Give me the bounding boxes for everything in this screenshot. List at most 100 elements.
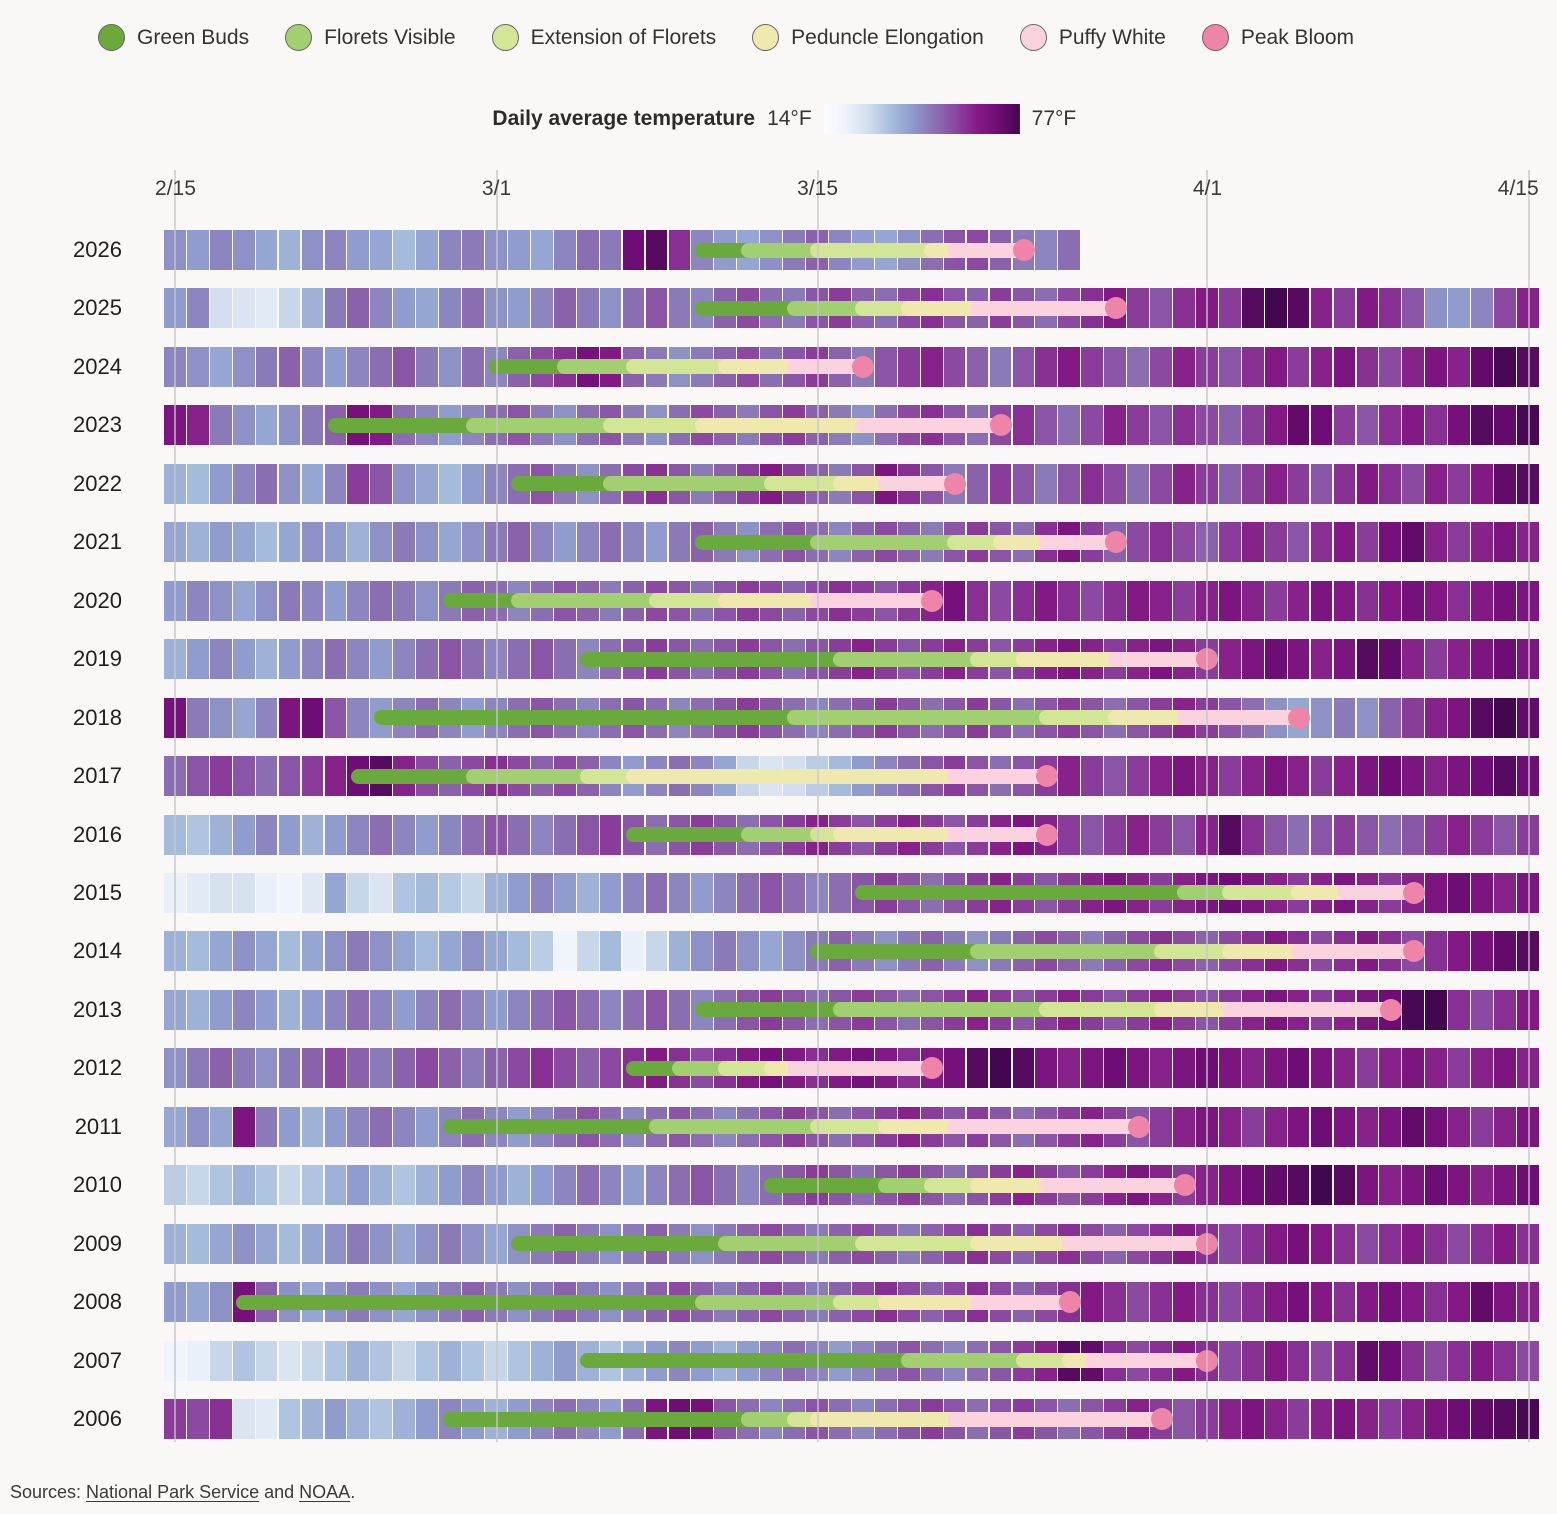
temp-cell — [301, 931, 324, 972]
temp-cell — [209, 756, 232, 797]
temp-cell — [1287, 639, 1310, 680]
temp-cell — [1173, 814, 1195, 855]
temp-cell — [530, 522, 553, 563]
bloom-phase-legend: Green Buds Florets Visible Extension of Fl… — [98, 24, 1537, 51]
temp-cell — [370, 1223, 393, 1264]
temp-cell — [783, 931, 805, 972]
temp-cell — [186, 230, 209, 270]
peduncle_elongation-dot-icon — [752, 24, 780, 51]
temp-cell — [278, 989, 301, 1030]
phase-segment-puffy_white — [786, 1060, 941, 1076]
temp-cell — [1494, 1106, 1516, 1147]
temp-cell — [1402, 1106, 1425, 1147]
temp-cell — [1241, 1340, 1264, 1381]
temp-cell — [301, 989, 324, 1030]
temp-cell — [1448, 931, 1470, 972]
temp-cell — [255, 522, 278, 563]
temp-cell — [209, 1165, 232, 1206]
temp-cell — [347, 346, 370, 387]
temp-cell — [1448, 872, 1470, 913]
temp-cell — [599, 872, 622, 913]
phase-segment-extension_of_florets — [809, 1119, 895, 1135]
temp-cell — [186, 346, 209, 387]
temp-cell — [1264, 1048, 1287, 1089]
temp-cell — [324, 1106, 347, 1147]
temp-cell — [1035, 463, 1058, 504]
temp-cell — [1471, 405, 1493, 446]
phase-segment-green_buds — [580, 1353, 918, 1369]
temp-cell — [1310, 639, 1333, 680]
temp-cell — [186, 1399, 209, 1439]
temp-cell — [232, 405, 255, 446]
temperature-strip-2011 — [164, 1106, 1540, 1147]
temp-cell — [1402, 522, 1425, 563]
temp-cell — [1104, 405, 1126, 446]
temp-cell — [255, 1223, 278, 1264]
temp-cell — [1310, 522, 1333, 563]
temp-cell — [370, 872, 393, 913]
temp-cell — [255, 697, 278, 738]
phase-segment-green_buds — [328, 417, 482, 433]
temperature-strip-2026 — [164, 230, 1540, 270]
axis-label-3-15: 3/15 — [797, 177, 839, 200]
source-link-nps[interactable]: National Park Service — [86, 1482, 260, 1502]
temp-cell — [1058, 814, 1081, 855]
temp-cell — [1448, 346, 1470, 387]
temp-cell — [1356, 1165, 1379, 1206]
temp-cell — [1287, 580, 1310, 621]
temp-cell — [1218, 346, 1241, 387]
temp-cell — [530, 1340, 553, 1381]
phase-segment-florets_visible — [465, 417, 620, 433]
phase-segment-peduncle_elongation — [694, 417, 872, 433]
temp-cell — [416, 1048, 438, 1089]
phase-segment-green_buds — [442, 1411, 757, 1427]
temp-cell — [1448, 463, 1470, 504]
temp-cell — [576, 931, 599, 972]
temp-cell — [530, 1048, 553, 1089]
temp-cell — [1333, 463, 1356, 504]
temp-cell — [1448, 639, 1470, 680]
year-label-2020: 2020 — [73, 587, 122, 613]
temp-cell — [1471, 522, 1493, 563]
temp-cell — [1425, 1340, 1448, 1381]
source-note: Sources: National Park Service and NOAA. — [10, 1482, 355, 1503]
temp-cell — [1264, 1340, 1287, 1381]
temp-cell — [416, 814, 438, 855]
temp-cell — [1012, 346, 1035, 387]
temp-cell — [622, 288, 645, 329]
temp-cell — [668, 1165, 691, 1206]
legend-item-extension_of_florets: Extension of Florets — [491, 24, 716, 51]
phase-segment-green_buds — [809, 943, 987, 959]
peak-bloom-dot-2017 — [1035, 765, 1058, 788]
temp-cell — [1448, 580, 1470, 621]
phase-segment-extension_of_florets — [809, 242, 941, 258]
temp-cell — [393, 1340, 416, 1381]
temp-cell — [1241, 463, 1264, 504]
temp-cell — [1333, 756, 1356, 797]
temp-cell — [255, 1106, 278, 1147]
temp-cell — [1402, 1165, 1425, 1206]
green_buds-dot-icon — [98, 24, 125, 51]
temp-cell — [347, 1399, 370, 1439]
temp-cell — [439, 1048, 461, 1089]
phase-segment-puffy_white — [947, 1119, 1147, 1135]
temp-cell — [943, 580, 966, 621]
temp-cell — [1150, 756, 1172, 797]
temp-cell — [393, 1399, 416, 1439]
temp-cell — [1058, 580, 1081, 621]
temp-cell — [1425, 1282, 1448, 1323]
source-link-noaa[interactable]: NOAA — [299, 1482, 351, 1502]
temp-cell — [760, 872, 782, 913]
temp-cell — [1379, 1106, 1402, 1147]
temp-cell — [668, 989, 691, 1030]
temperature-scale-label: Daily average temperature — [492, 107, 756, 130]
phase-segment-peduncle_elongation — [878, 1294, 987, 1310]
temp-cell — [1402, 463, 1425, 504]
temp-cell — [370, 522, 393, 563]
temp-cell — [1356, 756, 1379, 797]
temp-cell — [232, 756, 255, 797]
temp-cell — [462, 346, 484, 387]
temp-cell — [209, 1223, 232, 1264]
temp-cell — [1150, 1282, 1172, 1323]
year-label-2016: 2016 — [73, 821, 122, 847]
